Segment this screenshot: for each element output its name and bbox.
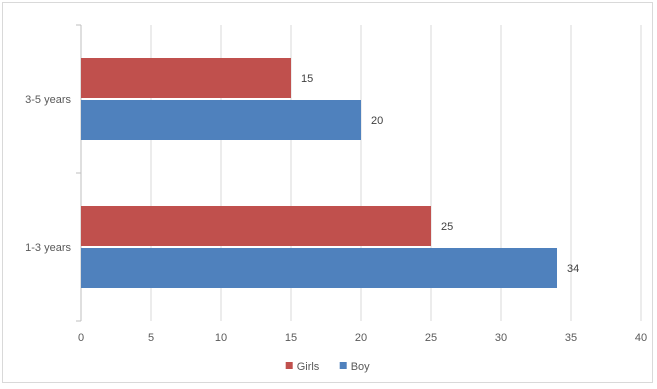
data-label: 15 bbox=[301, 73, 313, 85]
x-tick-label: 40 bbox=[635, 332, 647, 344]
x-tick-label: 5 bbox=[148, 332, 154, 344]
bar-girls bbox=[81, 206, 431, 246]
bar-girls bbox=[81, 58, 291, 98]
x-tick-label: 25 bbox=[425, 332, 437, 344]
legend-swatch bbox=[339, 362, 347, 369]
chart-area: 0 5 10 15 20 25 30 35 40 3-5 years 15 20 1-3 years 25… bbox=[2, 2, 653, 383]
data-label: 20 bbox=[371, 115, 383, 127]
legend-label: Girls bbox=[297, 361, 320, 373]
bar-chart: 0 5 10 15 20 25 30 35 40 3-5 years 15 20 1-3 years 25… bbox=[25, 24, 647, 373]
bar-boy bbox=[81, 100, 361, 140]
category-label: 3-5 years bbox=[25, 94, 71, 106]
x-tick-label: 10 bbox=[215, 332, 227, 344]
bar-boy bbox=[81, 248, 557, 288]
legend-label: Boy bbox=[351, 361, 370, 373]
legend-swatch bbox=[285, 362, 293, 369]
x-tick-label: 20 bbox=[355, 332, 367, 344]
data-label: 25 bbox=[441, 221, 453, 233]
x-tick-label: 35 bbox=[565, 332, 577, 344]
x-tick-label: 0 bbox=[78, 332, 84, 344]
x-tick-label: 30 bbox=[495, 332, 507, 344]
category-label: 1-3 years bbox=[25, 242, 71, 254]
data-label: 34 bbox=[567, 263, 579, 275]
x-tick-label: 15 bbox=[285, 332, 297, 344]
